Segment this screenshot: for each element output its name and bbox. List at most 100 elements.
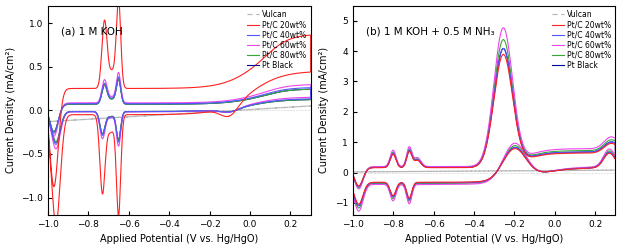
Pt Black (286, 89, 294, 92)
Pt/C 80wt% (44, 113, 52, 116)
Pt Black (605, 141, 612, 144)
Pt/C 20wt% (460, 180, 468, 184)
Pt/C 40wt% (349, 190, 356, 193)
Vulcan (612, 168, 619, 172)
Pt/C 60wt% (349, 193, 356, 196)
Pt Black (349, 173, 356, 176)
Pt/C 40wt% (52, 143, 60, 146)
Pt/C 40wt% (364, 184, 371, 186)
Line: Pt/C 80wt%: Pt/C 80wt% (48, 79, 310, 142)
Pt Black (60, 118, 67, 120)
Vulcan (307, 104, 314, 108)
Vulcan (364, 170, 371, 173)
Pt/C 60wt% (59, 120, 66, 124)
Pt/C 80wt% (52, 140, 60, 143)
Pt/C 20wt% (364, 183, 371, 186)
Pt/C 60wt% (364, 186, 371, 189)
Pt/C 40wt% (349, 173, 356, 176)
Pt/C 20wt% (605, 142, 612, 146)
Pt/C 80wt% (44, 115, 52, 118)
Pt/C 80wt% (605, 139, 612, 142)
Line: Vulcan: Vulcan (353, 170, 615, 172)
Pt/C 20wt% (500, 53, 507, 56)
Pt Black (115, 78, 122, 81)
Line: Vulcan: Vulcan (48, 106, 310, 122)
Pt/C 40wt% (500, 47, 507, 50)
Line: Pt/C 40wt%: Pt/C 40wt% (353, 48, 615, 206)
Vulcan (286, 106, 293, 109)
Pt Black (355, 204, 363, 207)
Vulcan (156, 114, 163, 116)
Pt/C 20wt% (60, 140, 67, 143)
Pt/C 60wt% (591, 146, 599, 150)
Pt/C 40wt% (376, 166, 383, 169)
Pt/C 80wt% (60, 118, 67, 120)
Pt/C 80wt% (300, 88, 307, 91)
Pt/C 40wt% (605, 141, 612, 144)
Pt/C 60wt% (286, 85, 294, 88)
Pt/C 40wt% (60, 118, 67, 121)
Pt/C 80wt% (500, 38, 507, 41)
Pt/C 60wt% (349, 173, 356, 176)
Pt/C 80wt% (376, 166, 383, 168)
Line: Pt/C 20wt%: Pt/C 20wt% (48, 0, 310, 224)
X-axis label: Applied Potential (V vs. Hg/HgO): Applied Potential (V vs. Hg/HgO) (405, 234, 563, 244)
Pt/C 60wt% (300, 84, 307, 86)
Pt Black (71, 103, 78, 106)
Pt/C 40wt% (460, 181, 468, 184)
Pt/C 40wt% (44, 116, 52, 119)
Pt Black (376, 166, 383, 169)
Line: Pt/C 80wt%: Pt/C 80wt% (353, 40, 615, 208)
Vulcan (364, 170, 371, 173)
Pt Black (500, 47, 507, 50)
Pt/C 20wt% (44, 132, 52, 134)
Pt Black (44, 115, 52, 118)
Pt/C 80wt% (286, 89, 294, 92)
Pt/C 60wt% (460, 183, 468, 186)
Text: (b) 1 M KOH + 0.5 M NH₃: (b) 1 M KOH + 0.5 M NH₃ (366, 26, 494, 36)
Pt/C 60wt% (52, 147, 60, 150)
Pt/C 20wt% (349, 173, 356, 176)
Pt/C 40wt% (591, 150, 599, 153)
Pt/C 20wt% (156, 113, 163, 116)
Pt/C 60wt% (364, 186, 371, 188)
Pt/C 20wt% (286, 38, 294, 41)
Pt/C 80wt% (115, 78, 122, 81)
Vulcan (460, 170, 468, 173)
Pt/C 60wt% (355, 210, 363, 213)
Pt/C 40wt% (59, 119, 66, 122)
Pt/C 20wt% (349, 189, 356, 192)
Pt/C 20wt% (44, 123, 52, 126)
Pt Black (460, 181, 468, 184)
Line: Pt/C 40wt%: Pt/C 40wt% (48, 77, 310, 144)
Vulcan (44, 120, 52, 123)
Pt/C 20wt% (591, 151, 599, 154)
Pt Black (44, 113, 52, 116)
Pt/C 40wt% (156, 110, 163, 113)
Pt Black (364, 184, 371, 186)
Y-axis label: Current Density (mA/cm²): Current Density (mA/cm²) (6, 47, 16, 173)
Pt/C 20wt% (300, 34, 307, 37)
Vulcan (60, 119, 67, 122)
Line: Pt Black: Pt Black (353, 48, 615, 206)
Pt/C 20wt% (355, 202, 363, 205)
Pt/C 60wt% (156, 110, 163, 113)
Vulcan (44, 120, 52, 123)
Pt/C 80wt% (59, 118, 66, 121)
Pt/C 80wt% (349, 191, 356, 194)
Pt/C 80wt% (364, 184, 371, 188)
Pt/C 80wt% (364, 185, 371, 188)
Pt/C 60wt% (44, 114, 52, 117)
Line: Pt/C 20wt%: Pt/C 20wt% (353, 54, 615, 204)
Pt/C 40wt% (364, 184, 371, 187)
Legend: Vulcan, Pt/C 20wt%, Pt/C 40wt%, Pt/C 60wt%, Pt/C 80wt%, Pt Black: Vulcan, Pt/C 20wt%, Pt/C 40wt%, Pt/C 60w… (551, 10, 612, 71)
Pt/C 40wt% (286, 88, 294, 90)
Pt/C 40wt% (355, 204, 363, 207)
Line: Pt/C 60wt%: Pt/C 60wt% (353, 28, 615, 211)
Pt/C 20wt% (71, 87, 78, 90)
Pt/C 40wt% (44, 113, 52, 116)
Pt/C 20wt% (59, 143, 66, 146)
Pt/C 80wt% (71, 103, 78, 106)
Vulcan (59, 119, 66, 122)
Pt Black (59, 118, 66, 121)
